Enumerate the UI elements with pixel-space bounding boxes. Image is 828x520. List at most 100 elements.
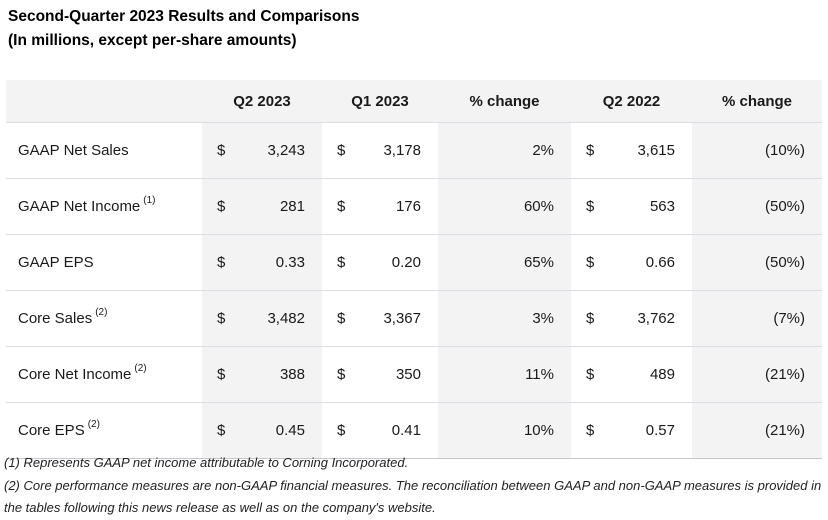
cell-pct-change-qoq: 11% [438,347,571,402]
row-label-text: Core Sales [18,310,93,327]
row-label: Core EPS (2) [6,403,202,458]
dollar-sign: $ [586,142,595,159]
table-row: GAAP EPS $0.33 $0.20 65% $0.66 (50%) [6,234,822,290]
header-cell-q1-2023: Q1 2023 [351,92,409,110]
cell-value: 563 [649,198,675,215]
header-cell-pct-change-yoy: % change [721,92,793,110]
dollar-sign: $ [586,366,595,383]
cell-q2-2023: $0.45 [202,403,322,458]
cell-value: 3,762 [637,310,675,327]
cell-value: 388 [279,366,305,383]
cell-value: 0.57 [645,422,675,439]
dollar-sign: $ [337,366,346,383]
dollar-sign: $ [217,254,226,271]
dollar-sign: $ [586,310,595,327]
row-label-text: Core EPS [18,422,85,439]
cell-value: 176 [395,198,421,215]
dollar-sign: $ [586,422,595,439]
header-cell-q2-2023: Q2 2023 [233,92,291,110]
cell-q2-2022: $0.66 [571,235,692,290]
table-header-row: Q2 2023 Q1 2023 % change Q2 2022 % chang… [6,80,822,122]
dollar-sign: $ [217,142,226,159]
cell-value: 3,178 [383,142,421,159]
cell-q2-2022: $3,615 [571,123,692,178]
dollar-sign: $ [337,142,346,159]
cell-value: 3,482 [267,310,305,327]
cell-pct-change-yoy: (50%) [692,179,822,234]
table-title: Second-Quarter 2023 Results and Comparis… [8,5,359,52]
dollar-sign: $ [337,422,346,439]
row-label: GAAP EPS [6,235,202,290]
table-row: Core Sales (2) $3,482 $3,367 3% $3,762 (7… [6,290,822,346]
dollar-sign: $ [586,198,595,215]
cell-pct-change-qoq: 2% [438,123,571,178]
cell-value: 3,367 [383,310,421,327]
cell-value: 3,243 [267,142,305,159]
dollar-sign: $ [337,310,346,327]
cell-q2-2023: $388 [202,347,322,402]
cell-pct-change-yoy: (10%) [692,123,822,178]
title-line-2: (In millions, except per-share amounts) [8,31,297,49]
title-line-1: Second-Quarter 2023 Results and Comparis… [8,8,360,25]
header-cell-pct-change-qoq: % change [469,92,540,110]
row-label: GAAP Net Sales [6,123,202,178]
cell-pct-change-qoq: 60% [438,179,571,234]
table-row: Core EPS (2) $0.45 $0.41 10% $0.57 (21%) [6,402,822,458]
cell-value: 281 [279,198,305,215]
cell-value: 489 [649,366,675,383]
table-row: GAAP Net Sales $3,243 $3,178 2% $3,615 (… [6,122,822,178]
cell-value: 0.41 [391,422,421,439]
cell-q2-2022: $489 [571,347,692,402]
cell-q1-2023: $176 [322,179,438,234]
cell-q1-2023: $350 [322,347,438,402]
cell-pct-change-yoy: (7%) [692,291,822,346]
cell-value: 3,615 [637,142,675,159]
cell-q2-2023: $0.33 [202,235,322,290]
cell-q2-2023: $281 [202,179,322,234]
dollar-sign: $ [217,366,226,383]
dollar-sign: $ [217,422,226,439]
cell-value: 0.45 [275,422,305,439]
row-label-text: GAAP EPS [18,254,94,271]
cell-q1-2023: $3,367 [322,291,438,346]
row-label: Core Sales (2) [6,291,202,346]
dollar-sign: $ [217,310,226,327]
row-label-text: GAAP Net Income [18,198,141,215]
cell-q1-2023: $3,178 [322,123,438,178]
cell-value: 0.20 [391,254,421,271]
footnote-ref: (2) [95,307,108,318]
footnote-ref: (1) [143,195,156,206]
results-table: Q2 2023 Q1 2023 % change Q2 2022 % chang… [6,80,822,459]
dollar-sign: $ [217,198,226,215]
table-row: GAAP Net Income (1) $281 $176 60% $563 (5… [6,178,822,234]
header-cell-empty [6,80,202,122]
row-label: Core Net Income (2) [6,347,202,402]
footnote-ref: (2) [87,419,100,430]
cell-value: 0.33 [275,254,305,271]
dollar-sign: $ [586,254,595,271]
cell-q1-2023: $0.41 [322,403,438,458]
row-label-text: Core Net Income [18,366,132,383]
cell-value: 0.66 [645,254,675,271]
footnote-2: (2) Core performance measures are non-GA… [4,477,822,516]
footnote-ref: (2) [134,363,147,374]
cell-q1-2023: $0.20 [322,235,438,290]
cell-value: 350 [395,366,421,383]
cell-pct-change-qoq: 3% [438,291,571,346]
cell-pct-change-yoy: (50%) [692,235,822,290]
cell-pct-change-yoy: (21%) [692,347,822,402]
cell-q2-2023: $3,482 [202,291,322,346]
cell-q2-2023: $3,243 [202,123,322,178]
cell-pct-change-yoy: (21%) [692,403,822,458]
table-row: Core Net Income (2) $388 $350 11% $489 (2… [6,346,822,402]
row-label: GAAP Net Income (1) [6,179,202,234]
row-label-text: GAAP Net Sales [18,142,129,159]
cell-q2-2022: $3,762 [571,291,692,346]
dollar-sign: $ [337,198,346,215]
footnotes: (1) Represents GAAP net income attributa… [4,452,826,520]
dollar-sign: $ [337,254,346,271]
footnote-1: (1) Represents GAAP net income attributa… [4,455,409,470]
header-cell-q2-2022: Q2 2022 [602,92,661,110]
cell-q2-2022: $563 [571,179,692,234]
cell-q2-2022: $0.57 [571,403,692,458]
